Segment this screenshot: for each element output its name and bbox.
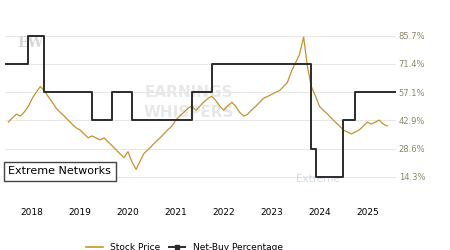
Text: Extreme: Extreme xyxy=(296,174,340,184)
Text: EARNINGS
WHISPERS: EARNINGS WHISPERS xyxy=(143,85,234,120)
Text: EW: EW xyxy=(17,36,43,50)
Text: Extreme Networks: Extreme Networks xyxy=(9,166,111,176)
Legend: Stock Price, Net-Buy Percentage: Stock Price, Net-Buy Percentage xyxy=(83,240,286,250)
